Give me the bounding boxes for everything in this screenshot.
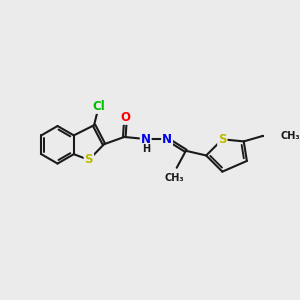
Text: N: N (162, 133, 172, 146)
Text: Cl: Cl (92, 100, 105, 113)
Text: N: N (141, 133, 151, 146)
Text: S: S (85, 153, 93, 167)
Text: O: O (121, 111, 130, 124)
Text: H: H (142, 144, 150, 154)
Text: S: S (218, 133, 226, 146)
Text: CH₃: CH₃ (280, 131, 300, 141)
Text: CH₃: CH₃ (165, 173, 184, 184)
